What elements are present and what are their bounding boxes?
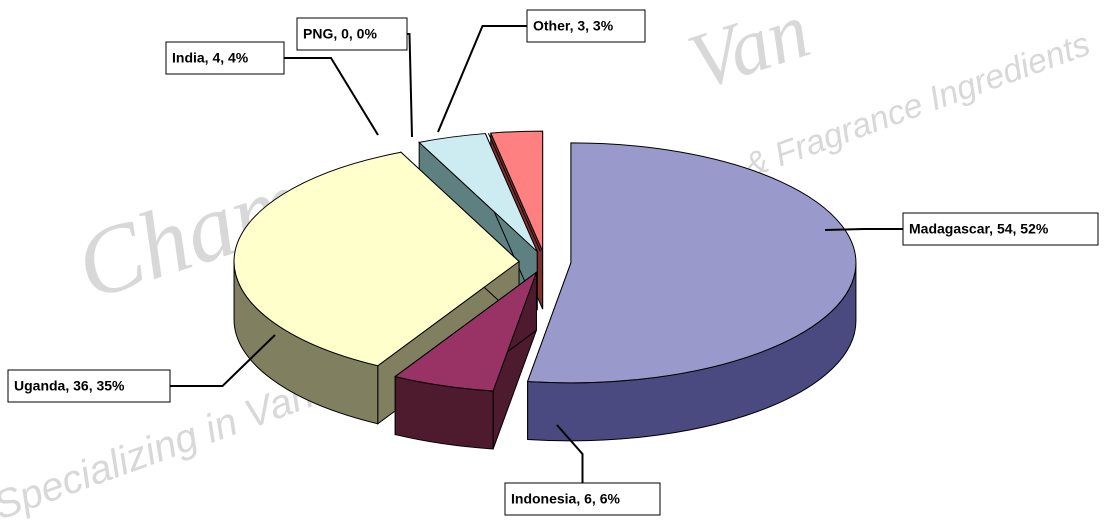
label-box (165, 41, 285, 75)
label-box (296, 17, 408, 51)
slice-top (487, 133, 541, 252)
leader-line (407, 33, 413, 138)
label-box (504, 482, 661, 516)
slice-top (418, 133, 538, 252)
data-label: Indonesia, 6, 6% (511, 491, 620, 507)
slice-top (233, 151, 520, 367)
leader-line (437, 25, 527, 133)
leader-line (556, 424, 584, 483)
data-label: Madagascar, 54, 52% (909, 221, 1049, 237)
label-box (7, 369, 171, 403)
leader-line (170, 334, 276, 387)
data-label: PNG, 0, 0% (303, 26, 377, 42)
leader-line (284, 57, 379, 136)
watermark-text: Van (678, 0, 819, 107)
data-label: India, 4, 4% (172, 50, 249, 66)
label-box (902, 212, 1099, 246)
slice-top (490, 130, 544, 252)
slice-top (526, 142, 857, 384)
label-box (526, 9, 646, 43)
data-label: Uganda, 36, 35% (14, 378, 125, 394)
slice (526, 142, 857, 442)
slice (394, 270, 538, 450)
leader-line (824, 228, 903, 231)
slice-top (394, 270, 538, 392)
data-label: Other, 3, 3% (533, 18, 614, 34)
slice (487, 133, 541, 252)
